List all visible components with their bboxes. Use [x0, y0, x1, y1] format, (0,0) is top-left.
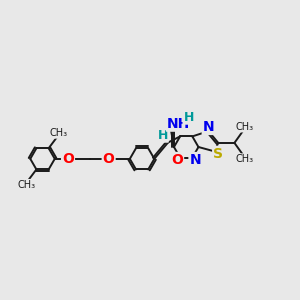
Text: H: H — [184, 111, 194, 124]
Text: CH₃: CH₃ — [17, 180, 35, 190]
Text: O: O — [171, 153, 183, 167]
Text: CH₃: CH₃ — [50, 128, 68, 138]
Text: NH: NH — [167, 117, 190, 131]
Text: CH₃: CH₃ — [236, 154, 254, 164]
Text: N: N — [203, 120, 214, 134]
Text: O: O — [62, 152, 74, 166]
Text: O: O — [103, 152, 115, 166]
Text: S: S — [213, 147, 223, 161]
Text: CH₃: CH₃ — [236, 122, 254, 132]
Text: H: H — [158, 129, 168, 142]
Text: N: N — [190, 153, 201, 167]
